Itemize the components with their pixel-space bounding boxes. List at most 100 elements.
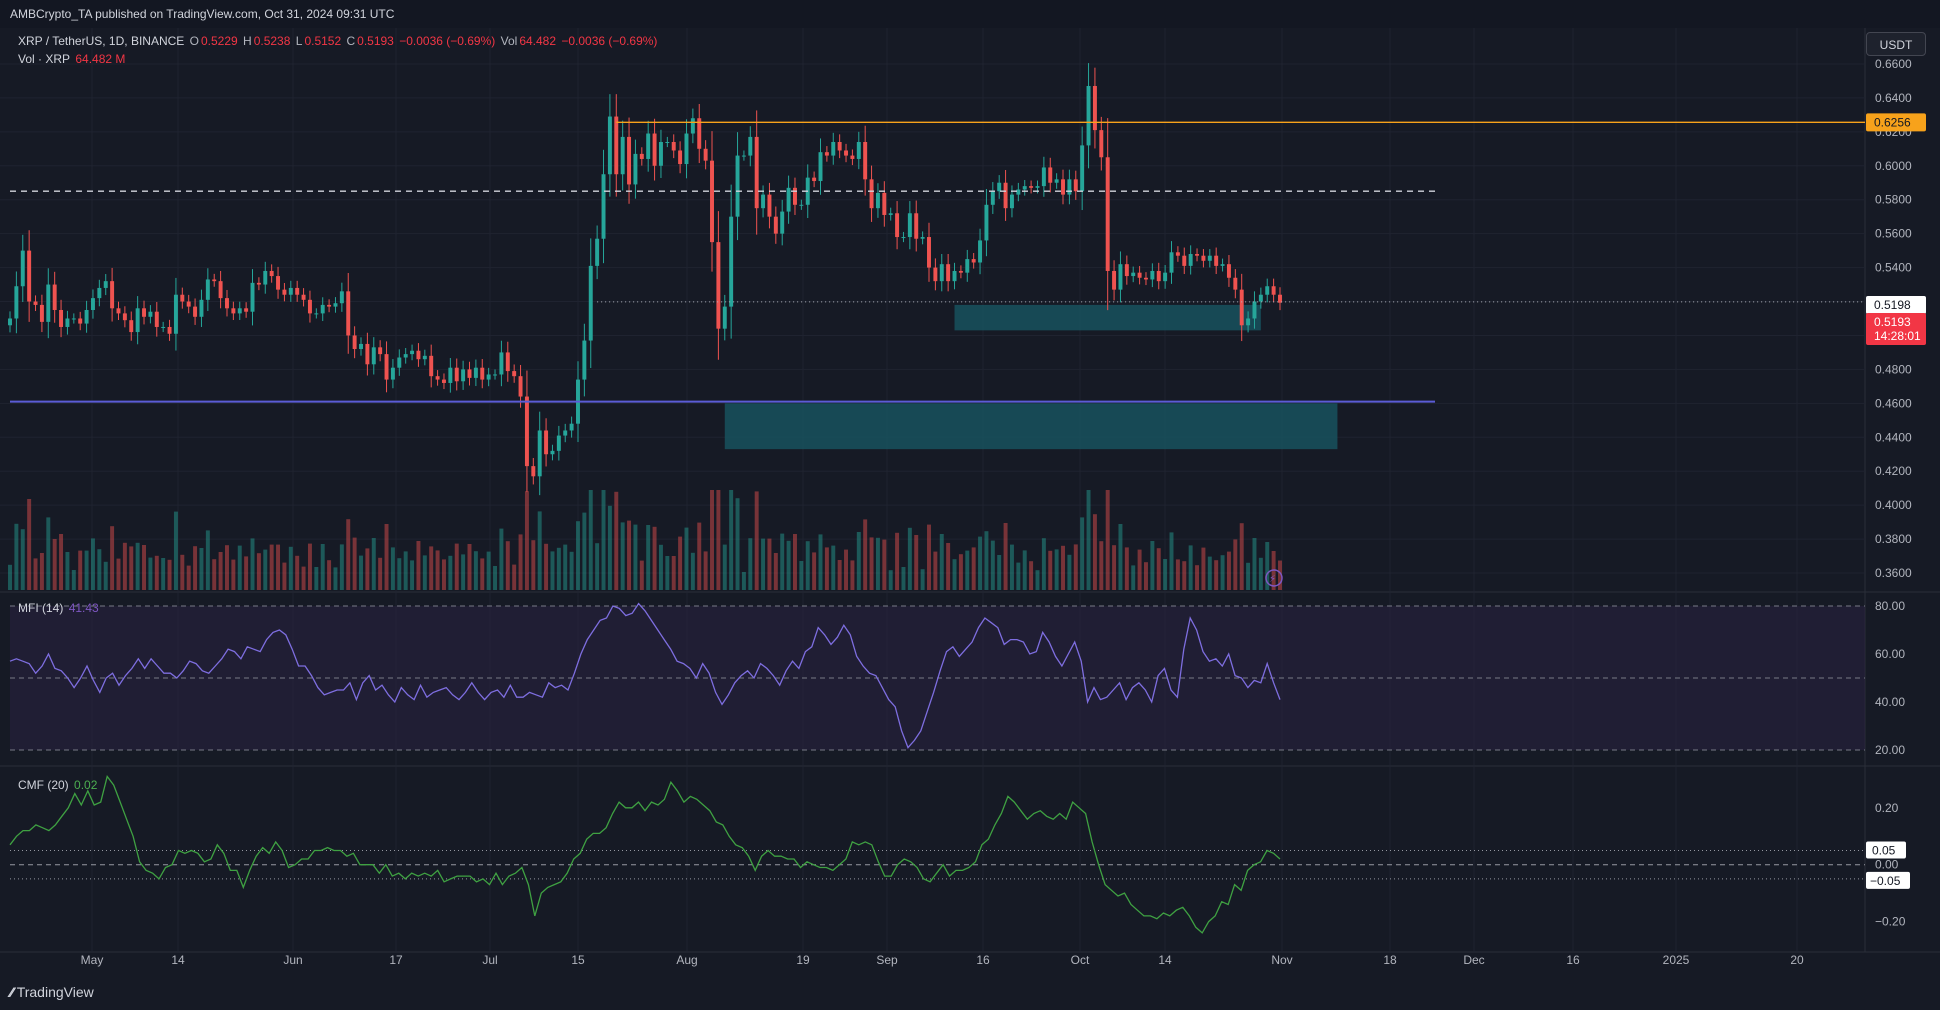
volume-bar: [1092, 514, 1097, 590]
volume-bar: [327, 560, 332, 590]
candle-body: [1175, 252, 1180, 256]
candle-body: [569, 423, 574, 431]
candle-body: [1220, 264, 1225, 266]
volume-bar: [939, 534, 944, 590]
tradingview-logo: ⁄⁄ TradingView: [10, 982, 94, 1002]
candle-body: [148, 311, 153, 317]
volume-bar: [441, 559, 446, 590]
candle-body: [473, 367, 478, 378]
volume-bar: [773, 553, 778, 590]
volume-bar: [780, 533, 785, 590]
candle-body: [1009, 194, 1014, 209]
time-tick-label: Jul: [482, 953, 497, 967]
candle-body: [429, 355, 434, 377]
volume-bar: [1029, 561, 1034, 590]
candle-body: [20, 250, 25, 287]
mfi-tick-label: 60.00: [1875, 647, 1905, 661]
vol-label: Vol: [500, 34, 518, 48]
candle-body: [786, 187, 791, 212]
candle-body: [1201, 255, 1206, 261]
volume-bar: [435, 550, 440, 590]
candle-body: [1080, 145, 1085, 192]
candle-body: [135, 308, 140, 333]
symbol-name: XRP / TetherUS, 1D, BINANCE: [18, 34, 185, 48]
candle-body: [333, 303, 338, 307]
high-value: 0.5238: [253, 34, 291, 48]
volume-bar: [467, 544, 472, 590]
candle-body: [582, 340, 587, 380]
candle-body: [1252, 301, 1257, 319]
volume-bar: [818, 534, 823, 590]
volume-bar: [352, 537, 357, 590]
volume-bar: [805, 541, 810, 590]
volume-bar: [365, 548, 370, 590]
volume-bar: [116, 558, 121, 590]
candlesticks: [8, 63, 1282, 496]
volume-bar: [218, 552, 223, 590]
candle-body: [1099, 130, 1104, 158]
candle-body: [1003, 182, 1008, 209]
last-line-label-bg: [1866, 296, 1926, 314]
volume-bar: [933, 551, 938, 590]
volume-bar: [524, 491, 529, 590]
candle-body: [895, 213, 900, 238]
price-tick-label: 0.5800: [1875, 193, 1912, 207]
volume-bar: [39, 553, 44, 590]
close-label: C: [346, 34, 356, 48]
candle-body: [869, 179, 874, 209]
candle-body: [1041, 167, 1046, 187]
candle-body: [729, 216, 734, 307]
volume-bar: [339, 544, 344, 590]
volume-bar: [480, 558, 485, 590]
volume-bar: [869, 537, 874, 590]
candle-body: [352, 335, 357, 350]
volume-bar: [448, 555, 453, 590]
volume-bar: [1073, 544, 1078, 590]
volume-legend-label: Vol · XRP: [18, 52, 71, 66]
candle-body: [403, 354, 408, 358]
volume-bar: [295, 555, 300, 590]
volume-bar: [633, 524, 638, 590]
support-zone-lower: [724, 403, 1338, 450]
volume-bar: [678, 536, 683, 590]
candle-body: [327, 304, 332, 307]
volume-bar: [78, 550, 83, 590]
volume-bar: [607, 505, 612, 590]
volume-bar: [920, 569, 925, 590]
volume-bar: [135, 542, 140, 590]
candle-body: [441, 379, 446, 383]
time-tick-label: Dec: [1463, 953, 1484, 967]
candle-body: [295, 287, 300, 295]
volume-bar: [378, 557, 383, 590]
candle-body: [537, 430, 542, 477]
volume-bar: [710, 490, 714, 590]
volume-bar: [978, 536, 983, 590]
volume-bar: [812, 552, 817, 590]
volume-bar: [237, 545, 242, 590]
candle-body: [103, 281, 108, 288]
volume-bar: [397, 558, 402, 590]
volume-bar: [1105, 490, 1110, 590]
candle-body: [1163, 272, 1168, 282]
volume-bar: [888, 570, 893, 590]
candle-body: [652, 133, 657, 166]
candle-body: [1086, 86, 1091, 146]
volume-bar: [256, 553, 261, 590]
cmf-lower-badge-bg: [1866, 871, 1910, 889]
candle-body: [461, 369, 466, 382]
volume-bar: [1080, 517, 1085, 590]
volume-bar: [1099, 541, 1104, 590]
candle-body: [390, 367, 395, 380]
candle-body: [320, 304, 325, 314]
candle-body: [448, 367, 453, 383]
cmf-legend: CMF (20) 0.02: [18, 778, 99, 792]
candle-body: [850, 155, 855, 159]
change-value: −0.0036 (−0.69%): [399, 34, 496, 48]
volume-bar: [269, 544, 274, 590]
currency-button[interactable]: USDT: [1866, 32, 1926, 56]
volume-bar: [1278, 560, 1282, 590]
orange-level-label-bg: [1866, 113, 1926, 132]
volume-bar: [473, 551, 478, 590]
candle-body: [180, 294, 185, 302]
